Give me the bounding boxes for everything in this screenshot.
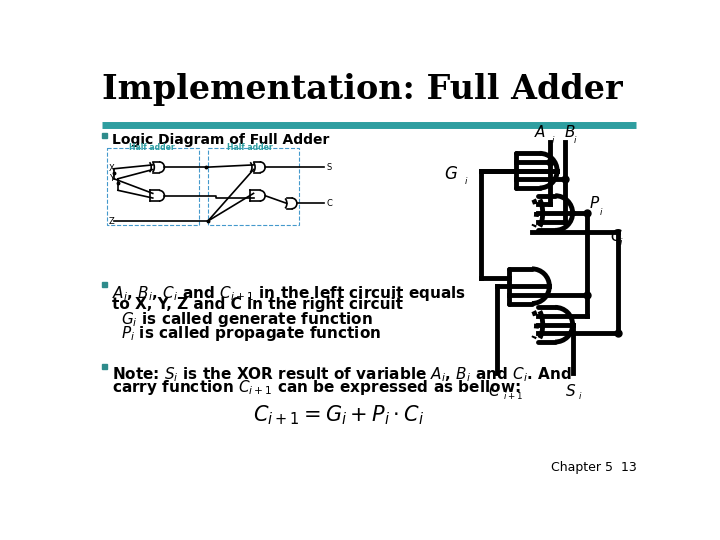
Text: Half adder: Half adder bbox=[129, 143, 174, 152]
Text: $_i$: $_i$ bbox=[578, 388, 582, 401]
Text: X: X bbox=[109, 164, 114, 173]
Text: $_i$: $_i$ bbox=[599, 204, 603, 217]
Text: $_i$: $_i$ bbox=[619, 234, 624, 247]
Text: $G$: $G$ bbox=[444, 166, 458, 183]
Text: Z: Z bbox=[109, 217, 114, 226]
Text: Chapter 5  13: Chapter 5 13 bbox=[551, 462, 636, 475]
Text: $A_i$, $B_i$, $C_i$ and $C_{i+1}$ in the left circuit equals: $A_i$, $B_i$, $C_i$ and $C_{i+1}$ in the… bbox=[112, 284, 466, 303]
Text: Implementation: Full Adder: Implementation: Full Adder bbox=[102, 72, 622, 105]
Text: S: S bbox=[326, 163, 332, 172]
Text: $_i$: $_i$ bbox=[551, 132, 556, 145]
Text: $P_i$ is called propagate function: $P_i$ is called propagate function bbox=[121, 323, 381, 342]
Text: Half adder: Half adder bbox=[228, 143, 273, 152]
Text: $_i$: $_i$ bbox=[464, 173, 469, 186]
Text: $A$: $A$ bbox=[534, 124, 546, 140]
Text: $B$: $B$ bbox=[564, 124, 576, 140]
Bar bbox=[102, 132, 107, 138]
Text: $S$: $S$ bbox=[564, 383, 576, 399]
Text: $P$: $P$ bbox=[589, 195, 600, 212]
Text: $C$: $C$ bbox=[610, 228, 622, 244]
Bar bbox=[102, 282, 107, 287]
Text: C: C bbox=[326, 199, 332, 208]
Text: $_i$: $_i$ bbox=[573, 132, 577, 145]
Text: $C_{i+1} = G_i + P_i \cdot C_i$: $C_{i+1} = G_i + P_i \cdot C_i$ bbox=[253, 403, 424, 427]
Text: Y: Y bbox=[109, 174, 114, 183]
Text: carry function $C_{i+1}$ can be expressed as bellow:: carry function $C_{i+1}$ can be expresse… bbox=[112, 378, 521, 397]
Text: $G_i$ is called generate function: $G_i$ is called generate function bbox=[121, 310, 373, 329]
Bar bbox=[102, 363, 107, 369]
Text: Logic Diagram of Full Adder: Logic Diagram of Full Adder bbox=[112, 132, 329, 146]
Text: Note: $S_i$ is the XOR result of variable $A_i$, $B_i$ and $C_i$. And: Note: $S_i$ is the XOR result of variabl… bbox=[112, 365, 572, 384]
Text: $_{i+1}$: $_{i+1}$ bbox=[503, 388, 523, 401]
Text: $C$: $C$ bbox=[488, 383, 501, 399]
Text: to X, Y, Z and C in the right circuit: to X, Y, Z and C in the right circuit bbox=[112, 298, 402, 312]
